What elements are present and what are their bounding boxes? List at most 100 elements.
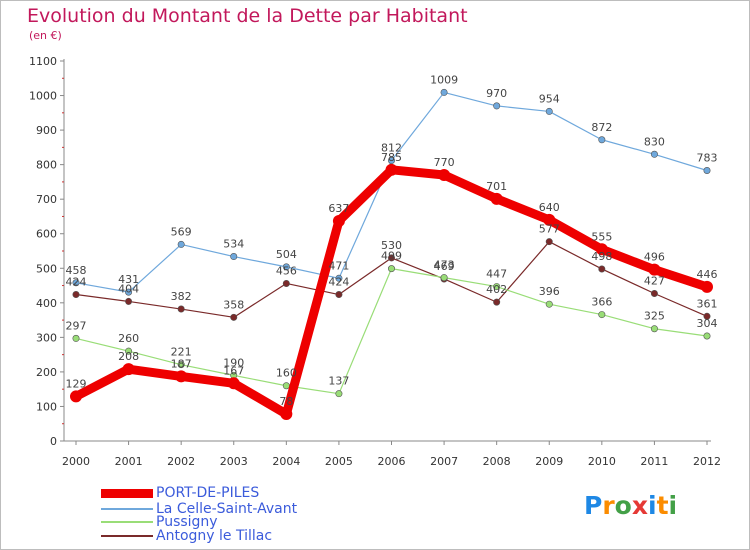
data-label: 404 <box>118 282 139 295</box>
data-point <box>387 265 395 273</box>
data-point <box>335 274 343 282</box>
data-label: 361 <box>697 297 718 310</box>
data-point <box>72 334 80 342</box>
y-tick-label: 1000 <box>29 90 57 103</box>
data-point <box>122 363 135 376</box>
legend-swatch <box>101 488 153 498</box>
data-point <box>72 291 80 299</box>
y-tick-label: 800 <box>36 159 57 172</box>
y-tick-label: 700 <box>36 193 57 206</box>
data-label: 129 <box>66 377 87 390</box>
data-point <box>598 265 606 273</box>
data-label: 770 <box>434 156 455 169</box>
legend-label: La Celle-Saint-Avant <box>156 501 298 517</box>
legend-item-port-de-piles: PORT-DE-PILES <box>101 486 259 500</box>
data-label: 577 <box>539 223 560 236</box>
x-tick-label: 2003 <box>220 455 248 468</box>
legend-swatch <box>101 535 153 537</box>
legend-item-antogny-le-tillac: Antogny le Tillac <box>101 529 272 543</box>
data-point <box>650 289 658 297</box>
data-label: 160 <box>276 367 297 380</box>
data-point <box>280 408 293 421</box>
data-point <box>438 169 451 181</box>
logo-letter: t <box>656 491 669 520</box>
data-label: 446 <box>697 268 718 281</box>
data-point <box>545 107 553 115</box>
x-tick-label: 2002 <box>167 455 195 468</box>
data-point <box>648 263 661 276</box>
data-label: 471 <box>328 259 349 272</box>
data-label: 358 <box>223 298 244 311</box>
y-tick-label: 900 <box>36 124 57 137</box>
data-label: 569 <box>171 225 192 238</box>
data-point <box>125 347 133 355</box>
data-point <box>701 280 713 293</box>
legend-item-pussigny: Pussigny <box>101 515 218 529</box>
data-point <box>335 390 343 398</box>
data-point <box>440 88 448 96</box>
data-point <box>70 390 82 403</box>
logo-letter: i <box>668 491 678 520</box>
x-tick-label: 2005 <box>325 455 353 468</box>
data-point <box>650 150 658 158</box>
x-tick-label: 2011 <box>640 455 668 468</box>
data-point <box>703 332 711 340</box>
data-label: 431 <box>118 273 139 286</box>
data-label: 458 <box>66 264 87 277</box>
logo-letter: P <box>584 491 603 520</box>
data-label: 427 <box>644 274 665 287</box>
data-point <box>177 361 185 369</box>
data-label: 167 <box>223 364 244 377</box>
data-label: 872 <box>591 121 612 134</box>
logo-letter: x <box>631 491 648 520</box>
data-point <box>543 213 556 226</box>
data-label: 325 <box>644 310 665 323</box>
data-label: 640 <box>539 201 560 214</box>
data-label: 812 <box>381 141 402 154</box>
data-point <box>282 279 290 287</box>
data-point <box>282 263 290 271</box>
data-point <box>72 279 80 287</box>
data-label: 304 <box>697 317 718 330</box>
x-tick-label: 2001 <box>115 455 143 468</box>
data-label: 424 <box>66 276 87 289</box>
data-label: 1009 <box>430 73 458 86</box>
data-point <box>545 238 553 246</box>
data-point <box>598 311 606 319</box>
legend-swatch <box>101 521 153 523</box>
data-label: 701 <box>486 180 507 193</box>
data-point <box>490 192 503 205</box>
logo-letter: o <box>614 491 632 520</box>
y-tick-label: 600 <box>36 228 57 241</box>
data-label: 637 <box>328 202 349 215</box>
x-tick-label: 2010 <box>588 455 616 468</box>
legend-label: PORT-DE-PILES <box>156 485 260 501</box>
legend-item-la-celle-saint-avant: La Celle-Saint-Avant <box>101 502 297 516</box>
data-label: 785 <box>381 151 402 164</box>
data-point <box>177 305 185 313</box>
data-point <box>703 312 711 320</box>
data-point <box>227 377 240 390</box>
x-tick-label: 2009 <box>535 455 563 468</box>
data-point <box>177 240 185 248</box>
data-label: 456 <box>276 264 297 277</box>
data-label: 221 <box>171 346 192 359</box>
data-label: 970 <box>486 87 507 100</box>
data-label: 396 <box>539 285 560 298</box>
data-point <box>598 136 606 144</box>
data-point <box>545 300 553 308</box>
data-label: 137 <box>328 375 349 388</box>
y-tick-label: 1100 <box>29 55 57 68</box>
data-label: 783 <box>697 152 718 165</box>
data-point <box>493 102 501 110</box>
x-tick-label: 2000 <box>62 455 90 468</box>
logo-letter: r <box>602 491 615 520</box>
data-point <box>230 313 238 321</box>
data-label: 534 <box>223 238 244 251</box>
data-point <box>595 243 608 256</box>
data-label: 555 <box>591 230 612 243</box>
data-point <box>703 167 711 175</box>
y-tick-label: 500 <box>36 262 57 275</box>
data-label: 530 <box>381 239 402 252</box>
x-tick-label: 2004 <box>272 455 300 468</box>
